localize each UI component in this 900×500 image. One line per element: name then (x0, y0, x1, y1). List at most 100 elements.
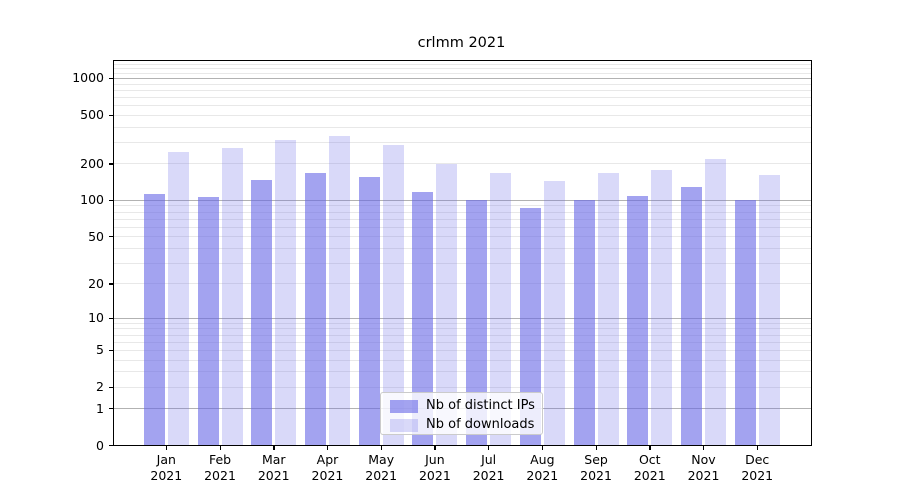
gridline-minor (112, 89, 812, 91)
plot-area (112, 59, 812, 446)
bar-downloads-feb (221, 148, 243, 446)
bar-downloads-jun (436, 164, 458, 446)
x-tick-label: Dec 2021 (741, 451, 774, 484)
x-tick-label: Jun 2021 (418, 451, 451, 484)
gridline-minor (112, 247, 812, 249)
legend: Nb of distinct IPs Nb of downloads (380, 391, 543, 435)
gridline-major (112, 199, 812, 201)
bar-distinct-ips-feb (197, 196, 219, 446)
y-tick (108, 408, 113, 410)
bar-downloads-may (382, 145, 404, 446)
legend-swatch-downloads (390, 418, 418, 432)
x-tick-label: Nov 2021 (687, 451, 720, 484)
bar-distinct-ips-nov (681, 186, 702, 446)
bar-distinct-ips-jan (143, 194, 165, 446)
y-tick-label: 500 (80, 107, 104, 123)
x-tick (326, 445, 329, 450)
gridline-minor (112, 226, 812, 228)
y-tick-label: 200 (80, 155, 104, 171)
x-tick (273, 445, 275, 450)
y-tick (108, 283, 113, 285)
x-tick (380, 445, 382, 450)
x-tick-label: Jan 2021 (150, 451, 183, 484)
y-tick (108, 163, 113, 165)
bar-distinct-ips-sep (573, 200, 595, 446)
legend-label-distinct-ips: Nb of distinct IPs (426, 398, 535, 413)
bar-downloads-oct (651, 169, 673, 446)
bar-downloads-sep (597, 172, 619, 446)
gridline-minor (112, 68, 812, 70)
gridline-minor (112, 141, 812, 143)
y-tick-label: 2 (96, 379, 104, 395)
gridline-minor (112, 211, 812, 213)
y-tick (108, 114, 113, 117)
x-tick (595, 445, 597, 450)
y-tick-label: 1 (96, 400, 104, 416)
gridline-minor (112, 105, 812, 107)
gridline-minor (112, 126, 812, 128)
x-tick (649, 445, 651, 450)
bar-downloads-dec (758, 174, 780, 446)
gridline-minor (112, 114, 812, 116)
x-tick-label: Aug 2021 (526, 451, 559, 484)
gridline-minor (112, 60, 812, 62)
gridline-minor (112, 386, 812, 388)
gridline-minor (112, 262, 812, 264)
y-tick-label: 100 (80, 192, 104, 208)
gridline-minor (112, 83, 812, 85)
gridline-minor (112, 236, 812, 238)
x-tick-label: Feb 2021 (204, 451, 236, 484)
bar-distinct-ips-may (358, 177, 380, 446)
legend-item-downloads: Nb of downloads (390, 416, 536, 435)
y-tick-label: 5 (96, 342, 104, 358)
gridline-minor (112, 163, 812, 165)
gridline-major (112, 77, 812, 79)
x-tick-label: Oct 2021 (633, 451, 666, 484)
x-tick (703, 445, 705, 450)
bar-distinct-ips-jun (412, 191, 434, 446)
gridline-minor (112, 205, 812, 207)
gridline-minor (112, 328, 812, 330)
x-tick-label: Mar 2021 (257, 451, 290, 484)
bar-downloads-aug (543, 181, 565, 446)
y-tick-label: 50 (88, 228, 104, 244)
y-tick-label: 20 (88, 275, 104, 291)
gridline-minor (112, 359, 812, 361)
legend-label-downloads: Nb of downloads (426, 417, 535, 432)
y-tick-label: 10 (88, 310, 104, 326)
legend-swatch-distinct-ips (390, 399, 418, 413)
x-tick (165, 445, 168, 450)
x-tick (488, 445, 490, 450)
bar-distinct-ips-dec (734, 200, 756, 446)
gridline-minor (112, 96, 812, 98)
x-tick-label: Sep 2021 (580, 451, 612, 484)
y-tick (108, 445, 113, 447)
gridline-minor (112, 218, 812, 220)
bar-distinct-ips-jul (466, 200, 488, 446)
legend-item-distinct-ips: Nb of distinct IPs (390, 397, 536, 416)
gridline-minor (112, 64, 812, 66)
x-tick-label: May 2021 (365, 451, 398, 484)
x-tick-label: Jul 2021 (472, 451, 505, 484)
x-tick (434, 445, 436, 450)
bar-downloads-jan (167, 152, 189, 446)
y-tick-label: 0 (96, 437, 104, 453)
bar-downloads-mar (275, 139, 297, 446)
chart-title: crlmm 2021 (417, 35, 506, 51)
gridline-minor (112, 283, 812, 285)
y-tick (108, 77, 113, 80)
x-tick (219, 445, 221, 450)
x-tick-label: Apr 2021 (311, 451, 344, 484)
y-tick (108, 199, 113, 202)
y-tick (108, 349, 113, 352)
bar-distinct-ips-aug (519, 208, 541, 446)
gridline-major (112, 317, 812, 319)
bar-distinct-ips-mar (251, 180, 273, 446)
gridline-minor (112, 334, 812, 336)
bar-downloads-apr (328, 136, 350, 446)
y-tick-label: 1000 (72, 70, 104, 86)
y-tick (108, 317, 113, 319)
bar-distinct-ips-oct (627, 196, 649, 446)
x-tick (756, 445, 759, 450)
